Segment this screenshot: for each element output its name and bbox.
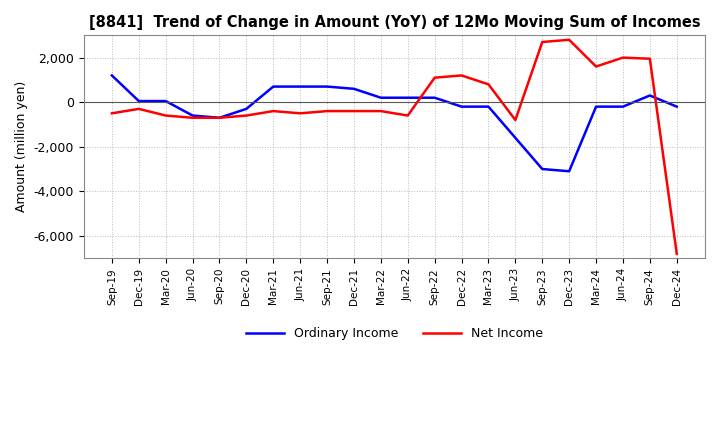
- Ordinary Income: [403, 95, 412, 100]
- Net Income: [377, 108, 385, 114]
- Net Income: [350, 108, 359, 114]
- Ordinary Income: [565, 169, 574, 174]
- Ordinary Income: [592, 104, 600, 109]
- Net Income: [592, 64, 600, 69]
- Net Income: [457, 73, 466, 78]
- Net Income: [215, 115, 224, 121]
- Ordinary Income: [296, 84, 305, 89]
- Net Income: [538, 39, 546, 44]
- Ordinary Income: [350, 86, 359, 92]
- Ordinary Income: [269, 84, 278, 89]
- Net Income: [323, 108, 331, 114]
- Ordinary Income: [511, 135, 520, 140]
- Net Income: [269, 108, 278, 114]
- Ordinary Income: [188, 113, 197, 118]
- Ordinary Income: [161, 99, 170, 104]
- Net Income: [403, 113, 412, 118]
- Y-axis label: Amount (million yen): Amount (million yen): [15, 81, 28, 213]
- Ordinary Income: [672, 104, 681, 109]
- Ordinary Income: [107, 73, 116, 78]
- Net Income: [565, 37, 574, 42]
- Ordinary Income: [431, 95, 439, 100]
- Net Income: [135, 106, 143, 111]
- Ordinary Income: [484, 104, 492, 109]
- Ordinary Income: [323, 84, 331, 89]
- Net Income: [646, 56, 654, 61]
- Ordinary Income: [242, 106, 251, 111]
- Title: [8841]  Trend of Change in Amount (YoY) of 12Mo Moving Sum of Incomes: [8841] Trend of Change in Amount (YoY) o…: [89, 15, 700, 30]
- Net Income: [296, 111, 305, 116]
- Net Income: [161, 113, 170, 118]
- Ordinary Income: [618, 104, 627, 109]
- Ordinary Income: [135, 99, 143, 104]
- Ordinary Income: [457, 104, 466, 109]
- Line: Net Income: Net Income: [112, 40, 677, 254]
- Net Income: [672, 251, 681, 257]
- Line: Ordinary Income: Ordinary Income: [112, 75, 677, 171]
- Net Income: [618, 55, 627, 60]
- Net Income: [511, 117, 520, 123]
- Net Income: [484, 82, 492, 87]
- Net Income: [242, 113, 251, 118]
- Net Income: [107, 111, 116, 116]
- Ordinary Income: [215, 115, 224, 121]
- Net Income: [431, 75, 439, 81]
- Legend: Ordinary Income, Net Income: Ordinary Income, Net Income: [241, 323, 547, 345]
- Ordinary Income: [377, 95, 385, 100]
- Ordinary Income: [646, 93, 654, 98]
- Net Income: [188, 115, 197, 121]
- Ordinary Income: [538, 166, 546, 172]
